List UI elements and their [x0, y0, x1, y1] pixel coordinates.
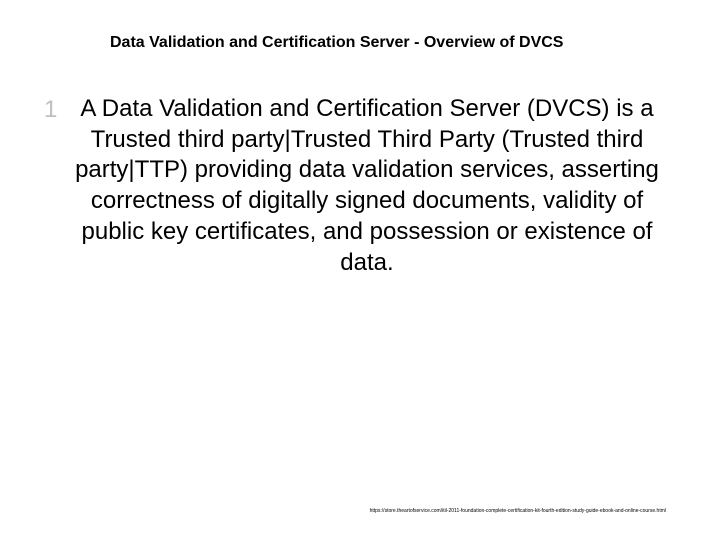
footer-url: https://store.theartofservice.com/itil-2…: [370, 508, 666, 514]
bullet-row: 1 A Data Validation and Certification Se…: [50, 94, 670, 278]
body-text: A Data Validation and Certification Serv…: [64, 94, 670, 278]
slide-title: Data Validation and Certification Server…: [110, 34, 670, 52]
slide: Data Validation and Certification Server…: [0, 0, 720, 540]
slide-body: 1 A Data Validation and Certification Se…: [50, 94, 670, 278]
bullet-number: 1: [44, 96, 64, 124]
